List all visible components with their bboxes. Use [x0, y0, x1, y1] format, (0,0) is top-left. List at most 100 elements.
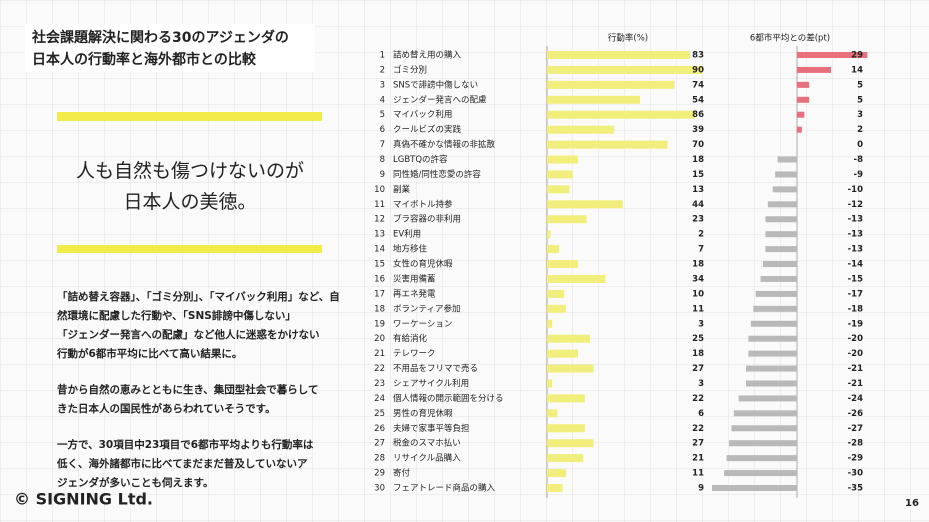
diff-value: -21	[848, 364, 863, 374]
tagline: 日本人の美徳。	[123, 191, 256, 213]
rate-value: 3	[698, 319, 704, 329]
rate-value: 22	[692, 394, 704, 404]
diff-value: -28	[848, 439, 863, 449]
rate-value: 54	[692, 95, 704, 105]
rate-value: 27	[692, 439, 704, 449]
diff-bar	[746, 380, 797, 387]
rate-bar	[547, 80, 675, 89]
rate-bar	[547, 439, 594, 448]
rate-bar	[547, 170, 573, 179]
category-label: 同性婚/同性恋愛の許容	[393, 169, 481, 180]
category-label: LGBTQの許容	[393, 154, 448, 165]
rate-value: 13	[692, 185, 704, 195]
rank: 12	[374, 215, 385, 225]
rank: 11	[374, 200, 385, 210]
diff-bar	[765, 231, 797, 238]
rate-value: 18	[692, 155, 704, 165]
rate-value: 27	[692, 364, 704, 374]
diff-value: -24	[848, 394, 863, 404]
diff-bar	[797, 66, 831, 73]
rank: 1	[380, 51, 385, 61]
diff-value: -26	[848, 409, 863, 419]
rank: 3	[380, 80, 385, 90]
category-label: リサイクル品購入	[393, 453, 461, 464]
rank: 2	[380, 65, 385, 75]
paragraph-line: 「ジェンダー発言への配慮」など他人に迷惑をかけない	[57, 328, 320, 341]
diff-bar	[765, 246, 797, 253]
category-label: マイボトル持参	[393, 199, 453, 210]
diff-value: 29	[851, 51, 863, 61]
category-label: EV利用	[393, 229, 421, 240]
category-label: ジェンダー発言への配慮	[393, 94, 487, 105]
rank: 25	[374, 409, 385, 419]
diff-bar	[797, 126, 802, 133]
diff-value: -13	[848, 245, 863, 255]
rate-bar	[547, 274, 606, 283]
rate-bar	[547, 289, 565, 298]
title-line: 日本人の行動率と海外都市との比較	[32, 51, 257, 68]
category-label: プラ容器の非利用	[393, 214, 461, 225]
rate-value: 22	[692, 424, 704, 434]
diff-bar	[733, 410, 797, 417]
paragraph-line: 一方で、30項目中23項目で6都市平均よりも行動率は	[57, 438, 314, 451]
rate-bar	[547, 215, 587, 224]
rate-bar	[547, 484, 563, 492]
diff-bar	[775, 171, 797, 178]
diff-value: -29	[848, 454, 863, 464]
rank: 27	[374, 439, 385, 449]
rank: 13	[374, 230, 385, 240]
rate-bar	[547, 230, 551, 239]
rate-bar	[547, 260, 578, 269]
category-label: 夫婦で家事平等負担	[393, 423, 470, 434]
diff-bar	[763, 261, 797, 268]
rate-value: 3	[698, 379, 704, 389]
rank: 26	[374, 424, 385, 434]
rank: 6	[380, 125, 385, 135]
rank: 17	[374, 289, 385, 299]
paragraph-line: ジェンダが多いことも伺えます。	[57, 476, 213, 489]
diff-bar	[731, 425, 797, 432]
rate-value: 2	[698, 230, 704, 240]
rate-value: 15	[692, 170, 704, 180]
diff-bar	[777, 156, 797, 163]
diff-value: -13	[848, 215, 863, 225]
paragraph-line: 行動が6都市平均に比べて高い結果に。	[56, 347, 242, 360]
diff-value: -12	[848, 200, 863, 210]
rank: 16	[374, 274, 385, 284]
diff-bar	[797, 111, 805, 118]
title-line: 社会課題解決に関わる30のアジェンダの	[31, 29, 289, 46]
category-label: 税金のスマホ払い	[393, 438, 461, 449]
diff-value: -30	[848, 469, 863, 479]
category-label: 詰め替え用の購入	[393, 50, 462, 61]
rate-value: 6	[698, 409, 704, 419]
page-number: 16	[905, 498, 919, 509]
rank: 21	[374, 349, 385, 359]
category-label: 再エネ発電	[393, 289, 436, 299]
rank: 5	[380, 110, 385, 120]
rate-bar	[547, 454, 584, 463]
paragraph-line: 然環境に配慮した行動や、「SNS誹謗中傷しない」	[56, 309, 296, 322]
rate-bar	[547, 364, 594, 373]
rank: 14	[374, 245, 385, 255]
diff-value: -9	[854, 170, 864, 180]
category-label: ゴミ分別	[393, 64, 427, 75]
rank: 8	[380, 155, 385, 165]
diff-value: -21	[848, 379, 863, 389]
diff-value: -8	[854, 155, 864, 165]
paragraph-line: 昔から自然の恵みとともに生き、集団型社会で暮らして	[57, 383, 318, 396]
rank: 10	[374, 185, 385, 195]
diff-value: -10	[848, 185, 863, 195]
diff-value: 5	[857, 95, 863, 105]
diff-value: -18	[848, 304, 863, 314]
rate-bar	[547, 349, 578, 358]
rate-value: 44	[692, 200, 704, 210]
diff-bar	[772, 186, 797, 193]
diff-bar	[755, 290, 797, 297]
category-label: フェアトレード商品の購入	[393, 483, 496, 494]
diff-bar	[748, 350, 797, 357]
rate-bar	[547, 319, 553, 328]
diff-value: -19	[848, 319, 863, 329]
diff-bar	[750, 320, 797, 327]
rate-bar	[547, 51, 690, 59]
